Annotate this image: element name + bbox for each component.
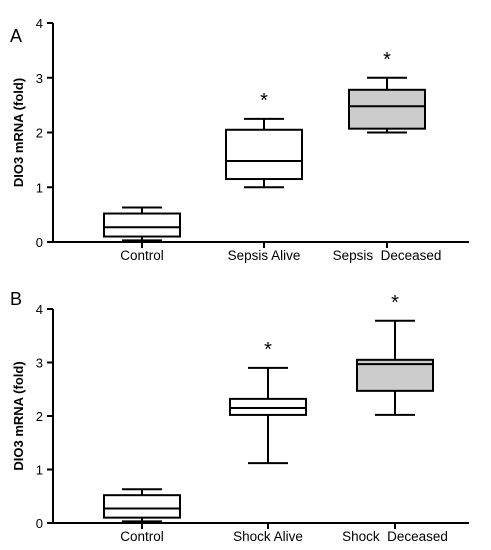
significance-marker: * <box>391 292 399 314</box>
panel-b: B DIO3 mRNA (fold) 0 1 2 3 4 Control * Shock Aliv… <box>10 289 469 544</box>
y-tick-label: 2 <box>36 126 43 141</box>
box-iqr <box>103 212 181 238</box>
x-category-label: Control <box>120 248 164 263</box>
box-iqr <box>229 397 307 416</box>
box-2: * Shock Deceased <box>342 292 448 544</box>
box-1: * Shock Alive <box>229 339 307 544</box>
y-axis-label: DIO3 mRNA (fold) <box>11 361 26 470</box>
y-tick-label: 0 <box>36 516 43 531</box>
x-category-label: Sepsis Alive <box>228 248 301 263</box>
x-category-label: Shock Deceased <box>342 529 448 544</box>
x-category-label: Control <box>120 529 164 544</box>
significance-marker: * <box>260 90 268 112</box>
box-2: * Sepsis Deceased <box>333 49 442 263</box>
y-axis-label: DIO3 mRNA (fold) <box>11 78 26 187</box>
y-tick-label: 3 <box>36 356 43 371</box>
box-0: Control <box>103 206 181 263</box>
significance-marker: * <box>383 49 391 71</box>
panel-letter: A <box>10 26 22 46</box>
y-tick-label: 4 <box>36 302 43 317</box>
box-0: Control <box>103 488 181 544</box>
panel-letter: B <box>10 289 22 309</box>
box-iqr <box>103 494 181 519</box>
x-category-label: Sepsis Deceased <box>333 248 442 263</box>
x-category-label: Shock Alive <box>233 529 303 544</box>
significance-marker: * <box>264 339 272 361</box>
y-tick-label: 1 <box>36 180 43 195</box>
y-tick-label: 4 <box>36 16 43 31</box>
y-tick-label: 3 <box>36 71 43 86</box>
y-tick-label: 1 <box>36 463 43 478</box>
y-tick-label: 2 <box>36 409 43 424</box>
box-iqr <box>348 88 426 130</box>
panel-a: A DIO3 mRNA (fold) 0 1 2 3 4 Control * Sepsis Ali… <box>10 16 469 263</box>
box-iqr <box>225 128 303 181</box>
box-1: * Sepsis Alive <box>225 90 303 263</box>
y-tick-label: 0 <box>36 235 43 250</box>
